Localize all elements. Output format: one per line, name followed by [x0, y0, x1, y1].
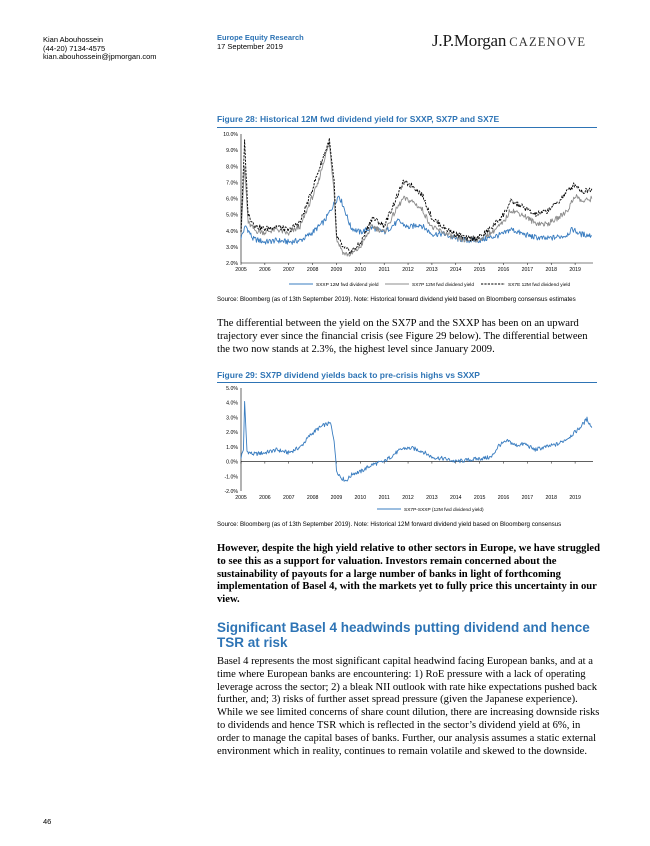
y-tick-label: 2.0%: [226, 430, 238, 436]
y-tick-label: 4.0%: [226, 229, 238, 235]
y-tick-label: 7.0%: [226, 180, 238, 186]
x-tick-label: 2013: [426, 267, 438, 273]
x-tick-label: 2012: [402, 267, 414, 273]
author-email[interactable]: kian.abouhossein@jpmorgan.com: [43, 52, 157, 62]
paragraph-valuation-concern: However, despite the high yield relative…: [217, 543, 601, 606]
figure-28-source: Source: Bloomberg (as of 13th September …: [217, 296, 576, 303]
section-heading: Significant Basel 4 headwinds putting di…: [217, 620, 590, 650]
y-tick-label: 10.0%: [223, 132, 238, 138]
x-tick-label: 2014: [450, 267, 462, 273]
figure-29-chart: -2.0% -1.0% 0.0% 1.0% 2.0% 3.0% 4.0% 5.0% 2005 20…: [224, 386, 593, 513]
x-tick-label: 2007: [283, 267, 295, 273]
x-tick-label: 2009: [331, 495, 343, 501]
y-tick-label: 6.0%: [226, 197, 238, 203]
publication-block: Europe Equity Research 17 September 2019: [217, 33, 304, 51]
x-tick-label: 2013: [426, 495, 438, 501]
x-tick-label: 2008: [307, 267, 319, 273]
y-tick-label: 8.0%: [226, 164, 238, 170]
legend-entry: SXXP 12M fwd dividend yield: [316, 282, 379, 288]
legend-entry: SX7E 12M fwd dividend yield: [508, 282, 570, 288]
author-phone: (44-20) 7134-4575: [43, 43, 106, 53]
y-tick-label: 5.0%: [226, 386, 238, 392]
page-number: 46: [43, 817, 52, 826]
x-tick-label: 2005: [235, 267, 247, 273]
y-tick-label: 9.0%: [226, 148, 238, 154]
publication-date: 17 September 2019: [217, 41, 283, 51]
x-tick-label: 2005: [235, 495, 247, 501]
x-tick-label: 2018: [545, 267, 557, 273]
y-tick-label: 5.0%: [226, 213, 238, 219]
x-tick-label: 2012: [402, 495, 414, 501]
paragraph-differential: The differential between the yield on th…: [217, 318, 588, 355]
x-tick-label: 2008: [307, 495, 319, 501]
figure-29-source: Source: Bloomberg (as of 13th September …: [217, 521, 562, 528]
figure-29-rule: [217, 382, 597, 383]
x-tick-label: 2017: [522, 495, 534, 501]
x-tick-label: 2019: [569, 495, 581, 501]
y-tick-label: 2.0%: [226, 261, 238, 267]
series-line-diff: [240, 400, 593, 482]
x-tick-label: 2015: [474, 495, 486, 501]
series-line-sx7e: [240, 137, 593, 255]
series-line-sx7p: [240, 142, 593, 257]
x-tick-label: 2010: [355, 267, 367, 273]
x-tick-label: 2018: [545, 495, 557, 501]
x-tick-label: 2006: [259, 267, 271, 273]
x-tick-label: 2007: [283, 495, 295, 501]
y-tick-label: 3.0%: [226, 245, 238, 251]
logo-sub: CAZENOVE: [509, 35, 587, 49]
x-tick-label: 2009: [331, 267, 343, 273]
x-tick-label: 2019: [569, 267, 581, 273]
x-tick-label: 2011: [379, 495, 390, 501]
y-tick-label: -1.0%: [224, 474, 238, 480]
y-tick-label: 0.0%: [226, 460, 238, 466]
x-tick-label: 2010: [355, 495, 367, 501]
paragraph-basel4: Basel 4 represents the most significant …: [217, 656, 600, 757]
jpmorgan-cazenove-logo: J.P.Morgan CAZENOVE: [432, 31, 586, 51]
publication-name: Europe Equity Research: [217, 33, 304, 42]
x-tick-label: 2016: [498, 267, 510, 273]
logo-main: J.P.Morgan: [432, 31, 507, 50]
author-block: Kian Abouhossein (44-20) 7134-4575 kian.…: [43, 35, 157, 62]
figure-28-rule: [217, 127, 597, 128]
y-tick-label: 1.0%: [226, 445, 238, 451]
y-tick-label: 4.0%: [226, 401, 238, 407]
y-tick-label: -2.0%: [224, 489, 238, 495]
x-tick-label: 2011: [379, 267, 390, 273]
x-tick-label: 2017: [522, 267, 534, 273]
x-tick-label: 2014: [450, 495, 462, 501]
legend-entry: SX7P 12M fwd dividend yield: [412, 282, 474, 288]
author-name: Kian Abouhossein: [43, 35, 104, 44]
y-tick-label: 3.0%: [226, 415, 238, 421]
x-tick-label: 2015: [474, 267, 486, 273]
figure-29-title: Figure 29: SX7P dividend yields back to …: [217, 370, 480, 380]
figure-28-title: Figure 28: Historical 12M fwd dividend y…: [217, 114, 500, 124]
legend-entry: SX7P-SXXP (12M fwd dividend yield): [404, 507, 484, 513]
x-tick-label: 2016: [498, 495, 510, 501]
series-line-sxxp: [240, 195, 592, 245]
figure-28-chart: 2.0% 3.0% 4.0% 5.0% 6.0% 7.0% 8.0% 9.0% 10.0% 200…: [223, 132, 593, 288]
x-tick-label: 2006: [259, 495, 271, 501]
